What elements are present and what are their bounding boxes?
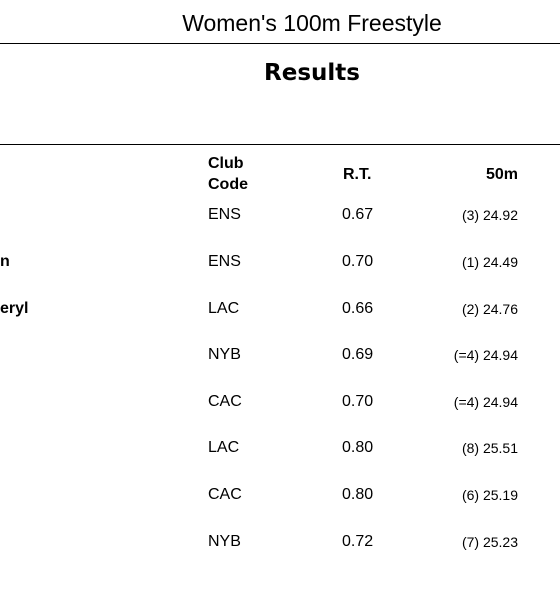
athlete-name: n — [0, 253, 10, 270]
table-row: CAC 0.80 (6) 25.19 — [0, 483, 560, 507]
column-header-club-line2: Code — [208, 176, 248, 193]
club-code: CAC — [208, 486, 242, 503]
split-50m: (8) 25.51 — [461, 440, 518, 456]
table-row: CAC 0.70 (=4) 24.94 — [0, 390, 560, 414]
column-header-reaction-time: R.T. — [343, 166, 372, 183]
club-code: NYB — [208, 346, 241, 363]
split-50m: (2) 24.76 — [461, 301, 518, 317]
club-code: NYB — [208, 533, 241, 550]
column-header-club-line1: Club — [208, 155, 244, 172]
club-code: LAC — [208, 439, 240, 456]
reaction-time: 0.69 — [342, 346, 374, 363]
split-50m: (1) 24.49 — [461, 254, 518, 270]
reaction-time: 0.80 — [342, 439, 374, 456]
reaction-time: 0.67 — [342, 206, 374, 223]
reaction-time: 0.70 — [342, 393, 374, 410]
section-title: Results — [264, 60, 360, 86]
column-header-50m-split: 50m — [485, 166, 518, 183]
club-code: CAC — [208, 393, 242, 410]
table-row: ENS 0.67 (3) 24.92 — [0, 203, 560, 227]
split-50m: (6) 25.19 — [461, 487, 518, 503]
club-code: ENS — [208, 253, 241, 270]
split-50m: (3) 24.92 — [461, 207, 518, 223]
reaction-time: 0.70 — [342, 253, 374, 270]
table-row: NYB 0.69 (=4) 24.94 — [0, 343, 560, 367]
table-row: NYB 0.72 (7) 25.23 — [0, 530, 560, 554]
table-row: eryl LAC 0.66 (2) 24.76 — [0, 297, 560, 321]
header-divider — [0, 144, 560, 145]
reaction-time: 0.72 — [342, 533, 374, 550]
reaction-time: 0.80 — [342, 486, 374, 503]
title-divider — [0, 43, 560, 44]
split-50m: (7) 25.23 — [461, 534, 518, 550]
table-row: LAC 0.80 (8) 25.51 — [0, 436, 560, 460]
club-code: LAC — [208, 300, 240, 317]
column-header-club-code: Club Code — [208, 153, 248, 195]
club-code: ENS — [208, 206, 241, 223]
table-row: n ENS 0.70 (1) 24.49 — [0, 250, 560, 274]
split-50m: (=4) 24.94 — [453, 347, 518, 363]
event-title: Women's 100m Freestyle — [182, 10, 442, 36]
reaction-time: 0.66 — [342, 300, 374, 317]
athlete-name: eryl — [0, 300, 29, 317]
split-50m: (=4) 24.94 — [453, 394, 518, 410]
